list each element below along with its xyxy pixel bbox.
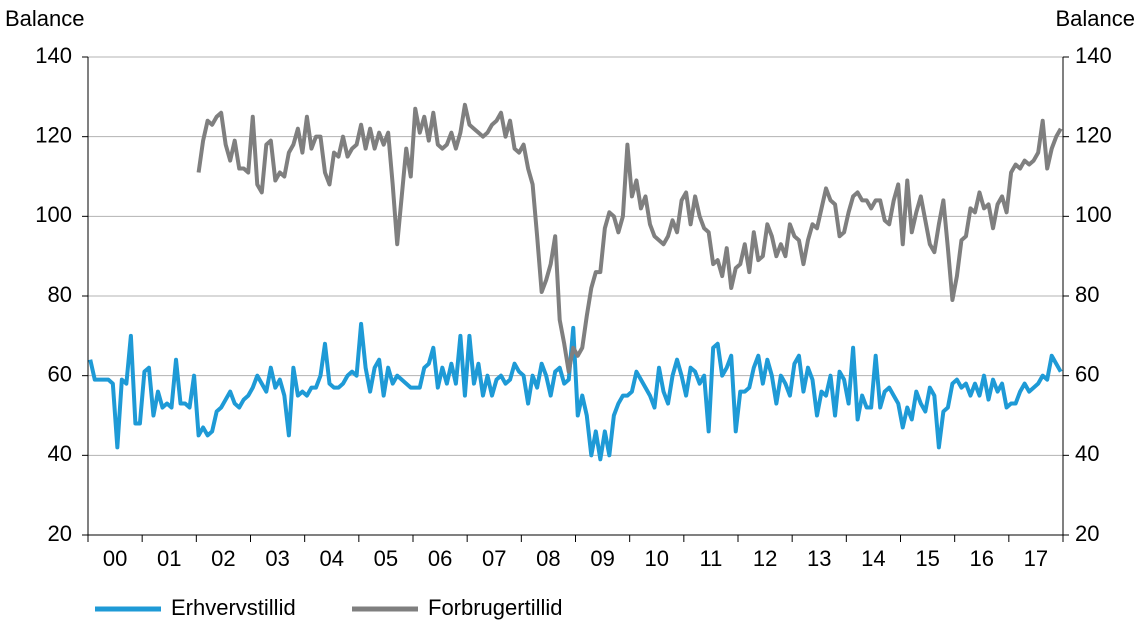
x-tick-label: 10 bbox=[645, 546, 669, 571]
x-tick-label: 01 bbox=[157, 546, 181, 571]
y2-tick-label: 140 bbox=[1075, 43, 1112, 68]
y2-tick-label: 120 bbox=[1075, 122, 1112, 147]
y2-tick-label: 20 bbox=[1075, 521, 1099, 546]
y-tick-label: 140 bbox=[35, 43, 72, 68]
y2-tick-label: 100 bbox=[1075, 202, 1112, 227]
x-tick-label: 13 bbox=[807, 546, 831, 571]
x-tick-label: 12 bbox=[753, 546, 777, 571]
x-tick-label: 15 bbox=[915, 546, 939, 571]
x-tick-label: 08 bbox=[536, 546, 560, 571]
y-tick-label: 80 bbox=[48, 282, 72, 307]
legend-label: Forbrugertillid bbox=[428, 595, 563, 620]
x-tick-label: 11 bbox=[699, 546, 722, 571]
x-tick-label: 07 bbox=[482, 546, 506, 571]
y-tick-label: 20 bbox=[48, 521, 72, 546]
x-tick-label: 17 bbox=[1024, 546, 1048, 571]
legend-label: Erhvervstillid bbox=[171, 595, 296, 620]
y-tick-label: 100 bbox=[35, 202, 72, 227]
x-tick-label: 16 bbox=[970, 546, 994, 571]
x-tick-label: 06 bbox=[428, 546, 452, 571]
y-axis-label: Balance bbox=[5, 6, 85, 31]
y-tick-label: 60 bbox=[48, 361, 72, 386]
y2-tick-label: 60 bbox=[1075, 361, 1099, 386]
y2-tick-label: 80 bbox=[1075, 282, 1099, 307]
x-tick-label: 04 bbox=[320, 546, 344, 571]
line-series bbox=[196, 102, 1063, 374]
x-tick-label: 05 bbox=[374, 546, 398, 571]
y-tick-label: 120 bbox=[35, 122, 72, 147]
x-tick-label: 00 bbox=[103, 546, 127, 571]
y2-tick-label: 40 bbox=[1075, 441, 1099, 466]
x-tick-label: 03 bbox=[265, 546, 289, 571]
x-tick-label: 09 bbox=[590, 546, 614, 571]
x-tick-label: 02 bbox=[211, 546, 235, 571]
y2-axis-label: Balance bbox=[1055, 6, 1135, 31]
y-tick-label: 40 bbox=[48, 441, 72, 466]
x-tick-label: 14 bbox=[861, 546, 885, 571]
line-series bbox=[88, 321, 1063, 462]
